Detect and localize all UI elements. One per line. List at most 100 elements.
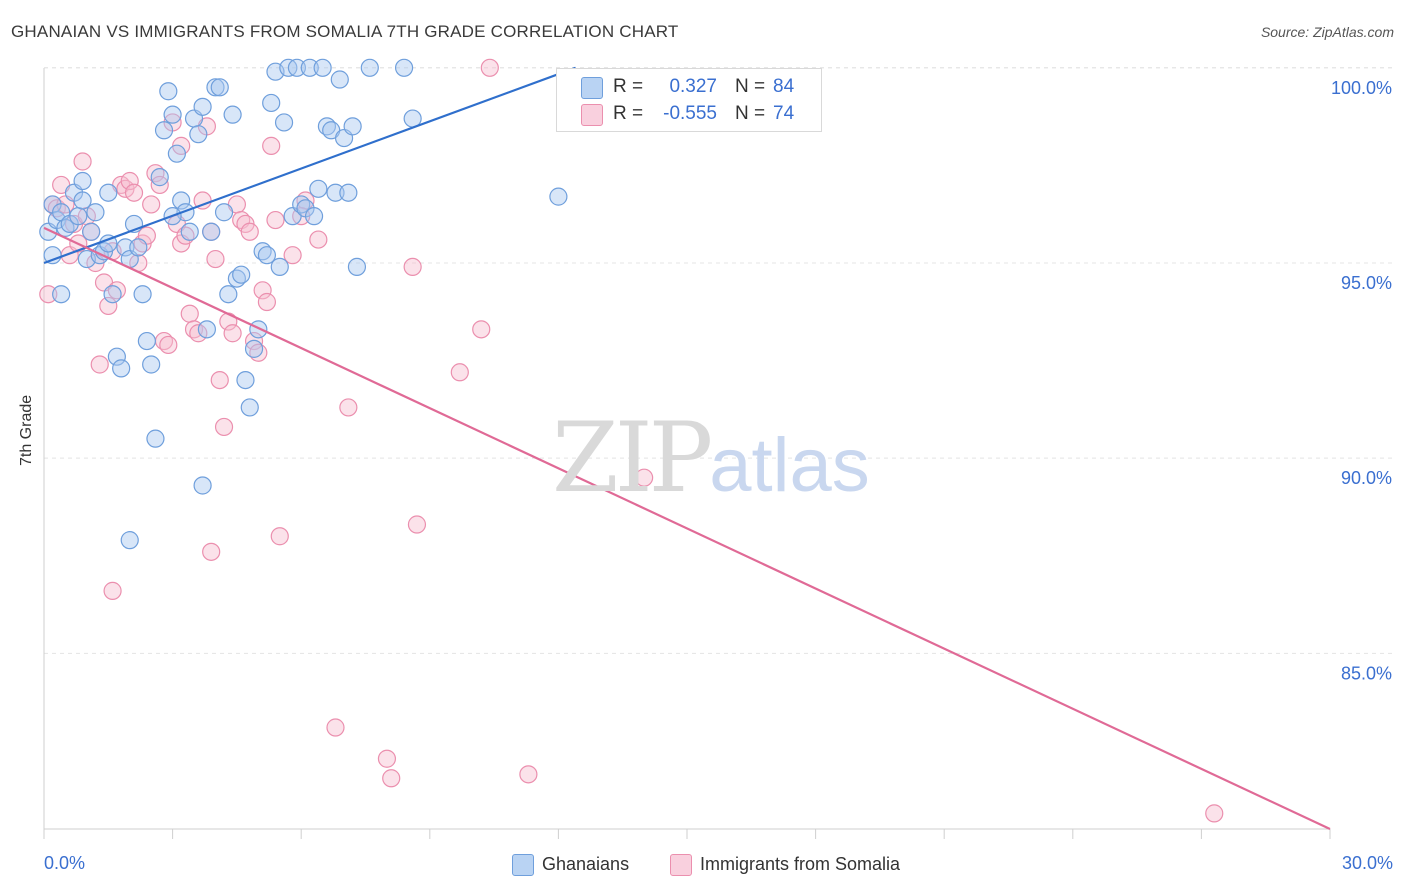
data-point — [107, 347, 126, 366]
data-point — [309, 179, 328, 198]
legend-r-label: R = — [613, 103, 644, 124]
data-point — [232, 265, 251, 284]
data-point — [90, 355, 109, 374]
data-point — [206, 249, 225, 269]
data-point — [189, 125, 208, 144]
data-point — [257, 246, 277, 265]
data-point — [472, 320, 491, 339]
data-point — [99, 183, 118, 202]
data-point — [304, 207, 324, 226]
data-point — [163, 105, 182, 124]
y-axis-label: 7th Grade — [18, 394, 35, 466]
correlation-legend: R = 0.327 N = 84 R = -0.555 N = 74 — [556, 68, 822, 132]
data-point — [193, 476, 212, 495]
source-credit: Source: ZipAtlas.com — [1260, 24, 1394, 40]
watermark-zip: ZIP — [552, 402, 713, 514]
data-point — [142, 195, 161, 214]
data-point — [382, 769, 401, 788]
data-point — [180, 304, 199, 323]
data-point — [403, 257, 422, 276]
legend-r-label: R = — [613, 76, 644, 97]
data-point — [326, 183, 345, 202]
y-tick-label: 95.0% — [1341, 273, 1392, 293]
data-point — [274, 113, 294, 132]
data-point — [283, 246, 302, 265]
data-point — [262, 93, 281, 113]
data-point — [116, 238, 135, 257]
data-point — [223, 324, 242, 343]
data-point — [549, 187, 568, 206]
data-point — [103, 285, 122, 304]
data-point — [244, 339, 264, 358]
data-point — [377, 749, 397, 768]
legend-label: Immigrants from Somalia — [700, 854, 901, 874]
data-point — [236, 370, 255, 390]
data-point — [133, 285, 152, 304]
data-point — [326, 718, 345, 737]
series-legend: Ghanaians Immigrants from Somalia — [0, 852, 1406, 876]
watermark-atlas: atlas — [709, 423, 870, 508]
data-point — [69, 207, 88, 226]
legend-label: Ghanaians — [542, 854, 630, 874]
legend-n-value: 84 — [773, 76, 795, 97]
data-point — [159, 335, 178, 355]
legend-row-somalia: R = -0.555 N = 74 — [557, 100, 821, 128]
data-point — [167, 144, 186, 163]
data-point — [129, 238, 148, 257]
tick-labels: 85.0% 90.0% 95.0% 100.0% 0.0% 30.0% — [44, 78, 1393, 873]
data-point — [309, 230, 328, 249]
data-point — [82, 222, 101, 241]
data-point — [137, 331, 156, 351]
data-point — [450, 363, 469, 382]
data-point — [394, 58, 414, 77]
data-point — [519, 765, 538, 784]
legend-row-ghanaians: R = 0.327 N = 84 — [557, 73, 821, 101]
axes — [43, 68, 1331, 839]
data-point — [103, 581, 122, 600]
data-point — [253, 281, 272, 300]
y-tick-label: 100.0% — [1331, 78, 1392, 98]
data-point — [202, 222, 221, 241]
data-point — [112, 359, 131, 378]
data-point — [73, 191, 92, 210]
data-point — [240, 222, 259, 241]
data-point — [313, 58, 332, 77]
data-point — [266, 210, 285, 230]
data-point — [210, 370, 229, 390]
data-point — [480, 58, 499, 77]
data-point — [52, 285, 71, 304]
data-point — [347, 257, 367, 276]
data-point — [330, 70, 349, 89]
data-point — [193, 97, 212, 116]
grid-lines — [44, 67, 1392, 654]
data-point — [214, 417, 234, 437]
data-point — [287, 58, 307, 77]
legend-n-label: N = — [735, 76, 766, 97]
legend-n-label: N = — [735, 103, 766, 124]
data-point — [407, 515, 427, 534]
legend-n-value: 74 — [773, 103, 795, 124]
data-point — [360, 58, 379, 77]
y-tick-label: 90.0% — [1341, 468, 1392, 488]
data-point — [210, 78, 229, 97]
data-point — [180, 222, 199, 241]
data-point — [39, 285, 58, 304]
data-point — [73, 171, 92, 191]
data-point — [343, 117, 362, 136]
data-point — [86, 203, 105, 222]
legend-swatch-pink — [581, 104, 603, 126]
chart-title: GHANAIAN VS IMMIGRANTS FROM SOMALIA 7TH … — [11, 22, 679, 41]
data-point — [635, 468, 654, 487]
y-tick-label: 85.0% — [1341, 663, 1392, 683]
data-point — [249, 320, 268, 339]
data-point — [150, 175, 169, 195]
data-point — [240, 398, 259, 417]
x-tick-label: 0.0% — [44, 853, 85, 873]
data-point — [146, 429, 165, 448]
data-point — [99, 296, 118, 316]
watermark: ZIPatlas — [552, 402, 870, 514]
data-point — [120, 171, 139, 191]
legend-swatch-blue — [581, 77, 603, 99]
data-point — [257, 292, 277, 312]
